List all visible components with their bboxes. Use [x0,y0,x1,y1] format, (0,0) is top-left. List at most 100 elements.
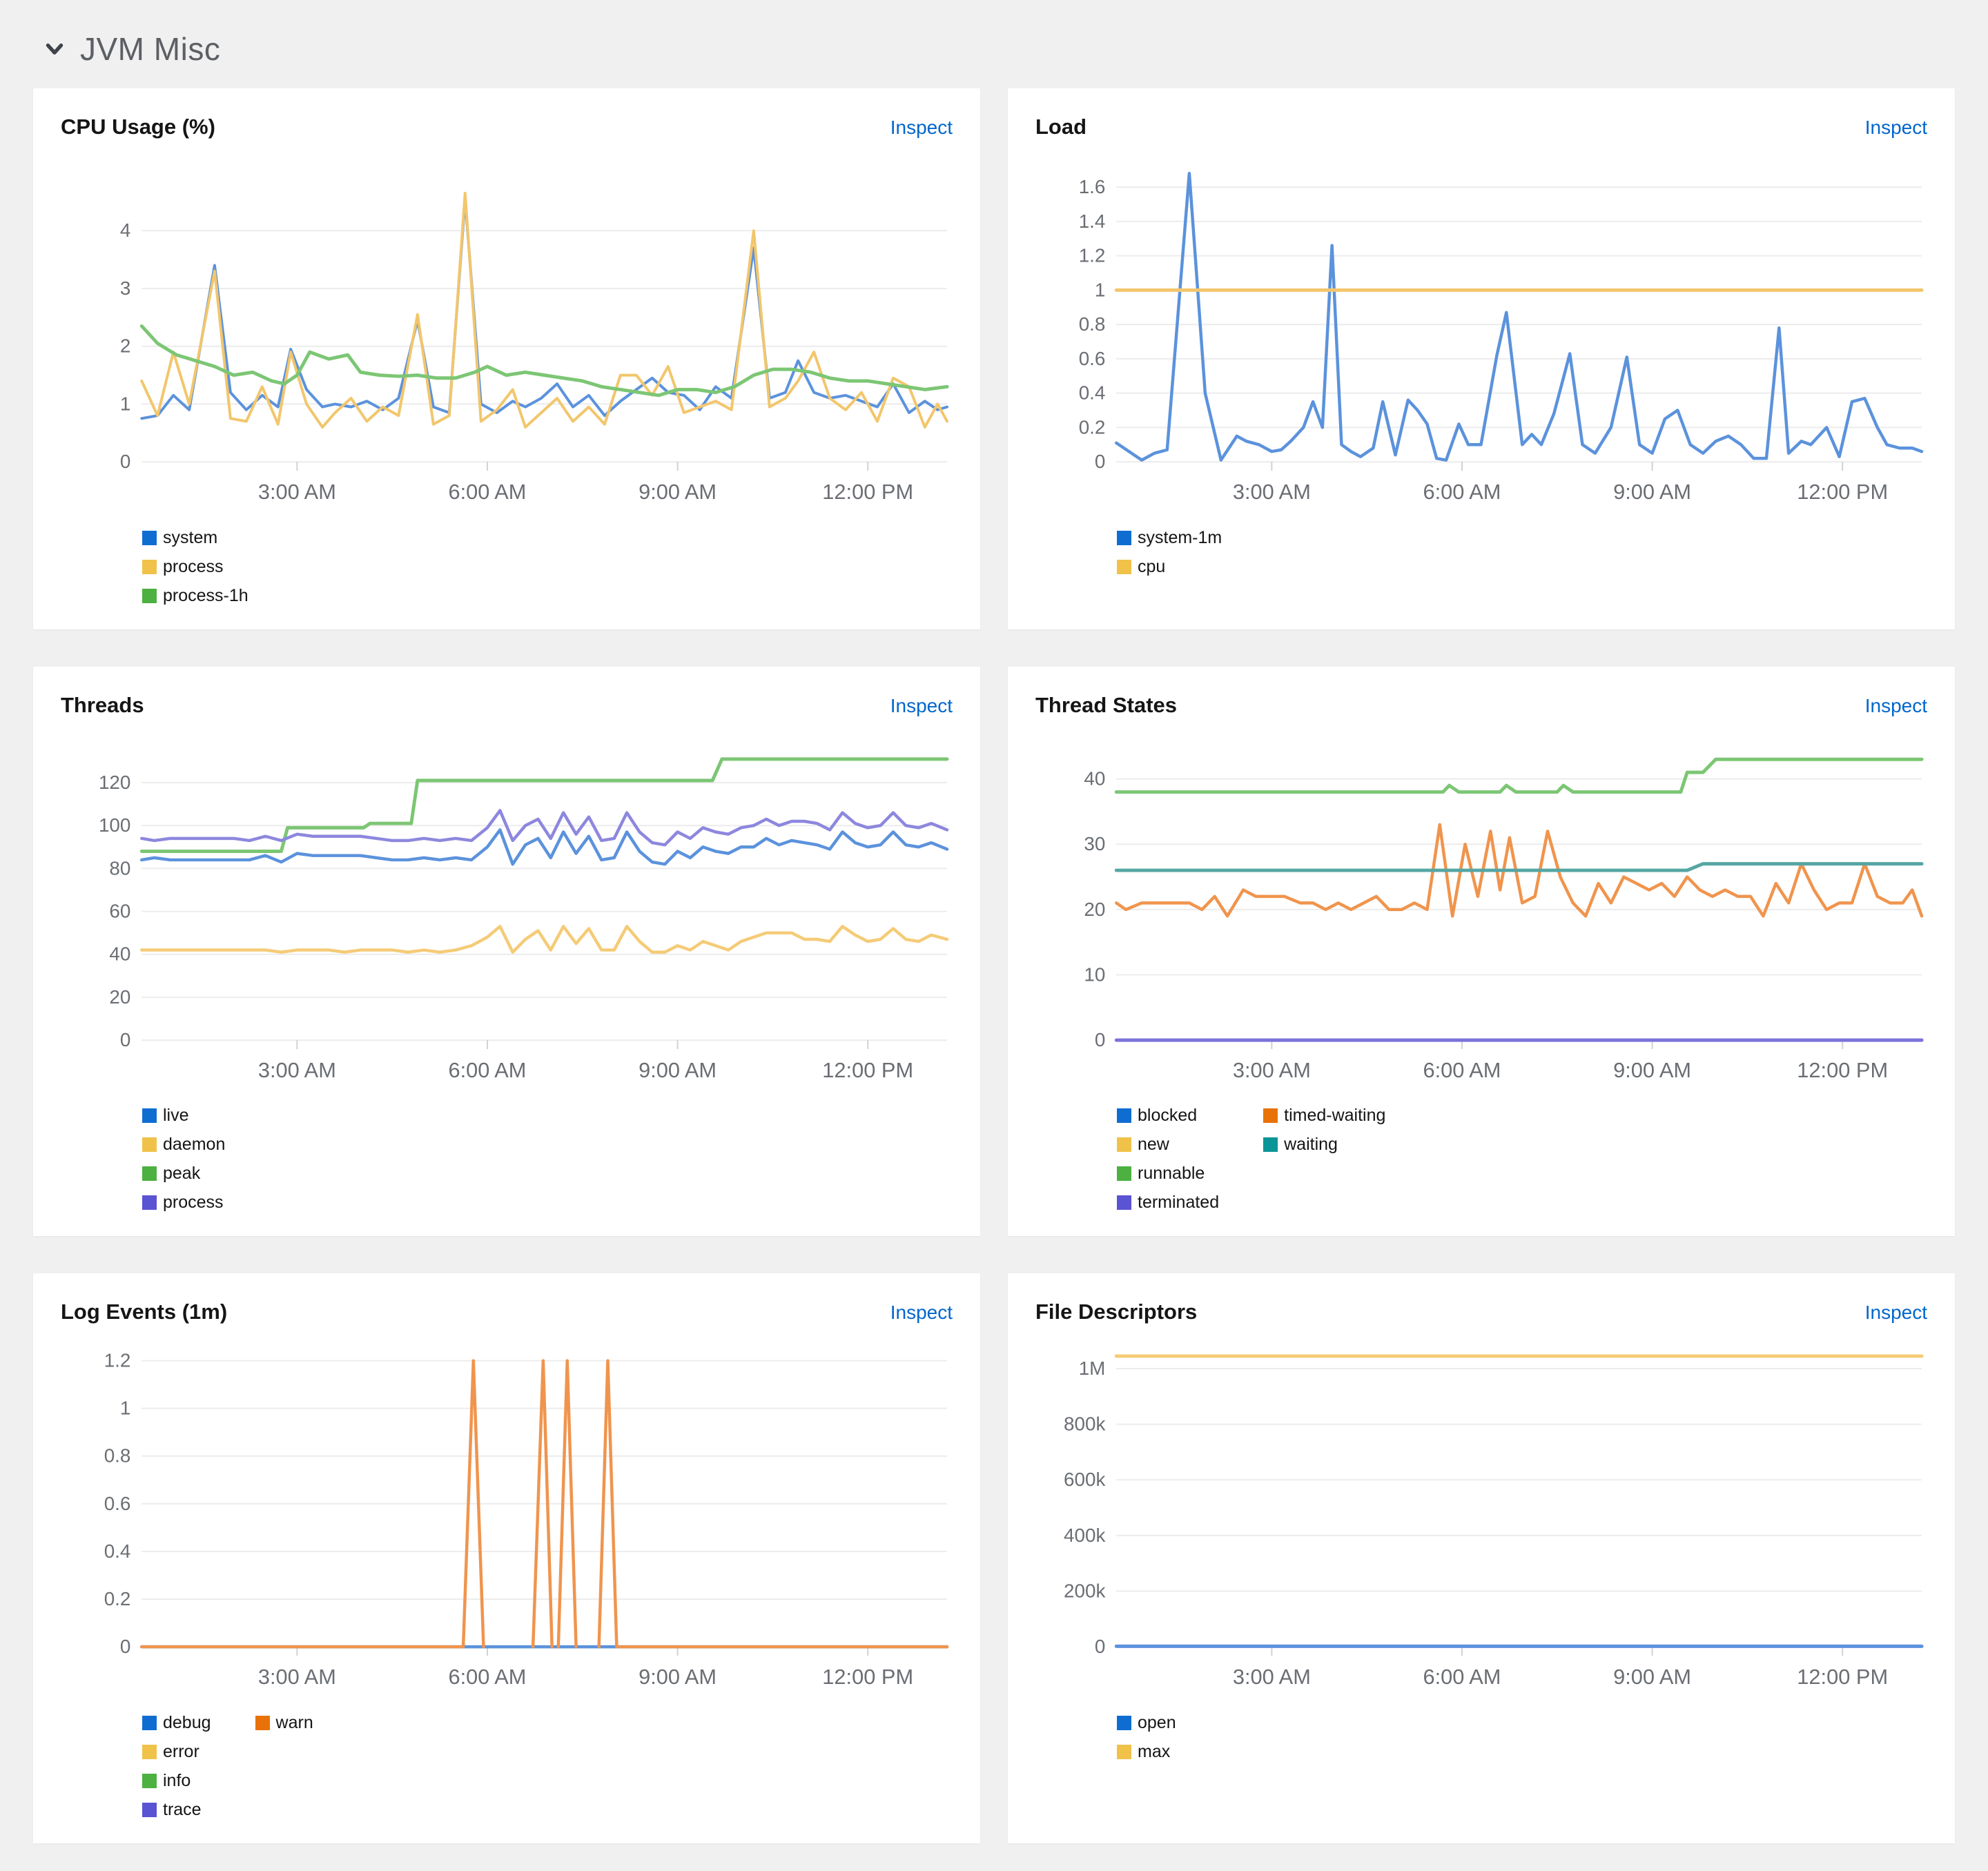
threads-plot: 0 20 40 60 80 100 120 3:00 AM 6:00 AM 9:00 AM 12:0… [99,756,949,1081]
x-axis-label: 3:00 AM [258,480,336,504]
x-axis-label: 9:00 AM [639,1665,717,1689]
y-axis-label: 4 [120,219,130,241]
y-axis-label: 1 [1095,279,1105,300]
legend-item-system: system [142,528,248,548]
legend-item-system-1m: system-1m [1117,528,1222,548]
legend-item-process: process [142,1193,225,1213]
threads-legend: live daemon peak process [142,1106,953,1213]
inspect-link[interactable]: Inspect [1864,117,1927,138]
panel-header: File Descriptors Inspect [1035,1300,1927,1324]
y-axis-label: 0.6 [104,1493,131,1514]
legend-label: runnable [1138,1164,1205,1184]
x-axis-label: 6:00 AM [448,1665,526,1689]
y-axis-label: 0 [1095,451,1105,472]
threads-chart: 0 20 40 60 80 100 120 3:00 AM 6:00 AM 9:00 AM 12:0… [61,721,953,1102]
y-axis-label: 0 [120,1636,130,1657]
load-chart: 0 0.2 0.4 0.6 0.8 1 1.2 1.4 1.6 3:00 AM 6:00 AM 9:0… [1035,142,1927,524]
x-axis-label: 3:00 AM [1233,480,1311,504]
legend-label: trace [163,1799,202,1819]
y-axis-label: 200k [1064,1580,1105,1602]
legend-swatch [1117,1195,1131,1211]
legend-label: error [163,1741,199,1761]
series-line-warn [556,1359,578,1649]
legend-item-debug: debug [142,1713,211,1733]
legend-item-terminated: terminated [1117,1193,1219,1213]
panel-file-descriptors: File Descriptors Inspect 0 200k 400k 600k 80… [1008,1273,1955,1843]
legend-label: live [163,1106,189,1126]
y-axis-label: 10 [1084,963,1105,985]
y-axis-label: 0 [1095,1636,1105,1657]
panel-title: Threads [61,692,144,717]
inspect-link[interactable]: Inspect [890,1302,953,1324]
y-axis-label: 0.8 [104,1445,131,1467]
legend-swatch [142,1744,157,1759]
y-axis-label: 30 [1084,833,1105,854]
y-axis-label: 600k [1064,1469,1105,1490]
legend-item-process-1h: process-1h [142,586,248,606]
legend-item-new: new [1117,1135,1219,1155]
panel-header: Log Events (1m) Inspect [61,1300,953,1324]
legend-item-runnable: runnable [1117,1164,1219,1184]
x-axis-label: 12:00 PM [1797,1057,1888,1081]
panel-load: Load Inspect 0 0.2 0.4 0.6 0.8 1 1.2 1.4 1.6 3:00… [1008,88,1955,629]
legend-swatch [142,1108,157,1124]
y-axis-label: 0.2 [1079,416,1106,438]
legend-item-daemon: daemon [142,1135,225,1155]
file-descriptors-chart: 0 200k 400k 600k 800k 1M 3:00 AM 6:00 AM 9:00 AM… [1035,1327,1927,1709]
legend-item-open: open [1117,1713,1176,1733]
panel-cpu-usage: CPU Usage (%) Inspect 0 1 2 3 4 3:00 AM 6:00 A… [33,88,980,629]
chevron-down-icon[interactable] [43,37,66,61]
x-axis-label: 9:00 AM [1613,1057,1691,1081]
series-line-daemon [140,924,949,954]
y-axis-label: 80 [109,857,130,879]
legend-label: process [163,1193,224,1213]
section-title: JVM Misc [80,31,221,67]
inspect-link[interactable]: Inspect [890,694,953,716]
inspect-link[interactable]: Inspect [1864,694,1927,716]
inspect-link[interactable]: Inspect [1864,1302,1927,1324]
panel-grid: CPU Usage (%) Inspect 0 1 2 3 4 3:00 AM 6:00 A… [33,88,1955,1843]
legend-label: terminated [1138,1193,1220,1213]
y-axis-label: 0 [120,1029,130,1050]
x-axis-label: 6:00 AM [448,480,526,504]
x-axis-label: 3:00 AM [258,1665,336,1689]
y-axis-label: 1.2 [1079,245,1106,266]
legend-label: waiting [1284,1135,1338,1155]
legend-label: system-1m [1138,527,1222,547]
series-line-process [140,191,949,429]
file-descriptors-legend: open max [1117,1713,1927,1762]
y-axis-label: 0.6 [1079,348,1106,369]
panel-title: CPU Usage (%) [61,115,215,139]
panel-thread-states: Thread States Inspect 0 10 20 30 40 3:00 AM 6:… [1008,666,1955,1237]
series-line-process [140,808,949,846]
y-axis-label: 1 [120,393,130,414]
legend-swatch [142,1773,157,1788]
thread-states-plot: 0 10 20 30 40 3:00 AM 6:00 AM 9:00 AM 12:00 PM [1084,757,1924,1081]
legend-swatch [1117,530,1131,545]
series-line-live [140,827,949,866]
legend-label: warn [275,1712,313,1732]
legend-label: peak [163,1164,201,1184]
series-line-timed-waiting [1115,823,1924,918]
y-axis-label: 0 [120,451,130,472]
legend-label: new [1138,1135,1169,1155]
legend-label: timed-waiting [1284,1106,1386,1126]
y-axis-label: 40 [109,943,130,964]
legend-label: info [163,1770,191,1790]
legend-label: process-1h [163,585,248,605]
x-axis-label: 6:00 AM [448,1057,526,1081]
y-axis-label: 2 [120,335,130,357]
y-axis-label: 800k [1064,1413,1105,1435]
legend-label: process [163,556,224,576]
legend-label: daemon [163,1135,226,1155]
x-axis-label: 6:00 AM [1423,480,1501,504]
panel-title: Thread States [1035,692,1178,717]
cpu-usage-plot: 0 1 2 3 4 3:00 AM 6:00 AM 9:00 AM 12:00 PM [120,191,949,504]
legend-swatch [1117,1166,1131,1182]
legend-swatch [142,1166,157,1182]
log-events-chart: 0 0.2 0.4 0.6 0.8 1 1.2 3:00 AM 6:00 AM 9:00 AM 12… [61,1327,953,1709]
inspect-link[interactable]: Inspect [890,117,953,138]
legend-label: open [1138,1712,1176,1732]
log-events-legend: debug error info trace warn [142,1713,953,1820]
